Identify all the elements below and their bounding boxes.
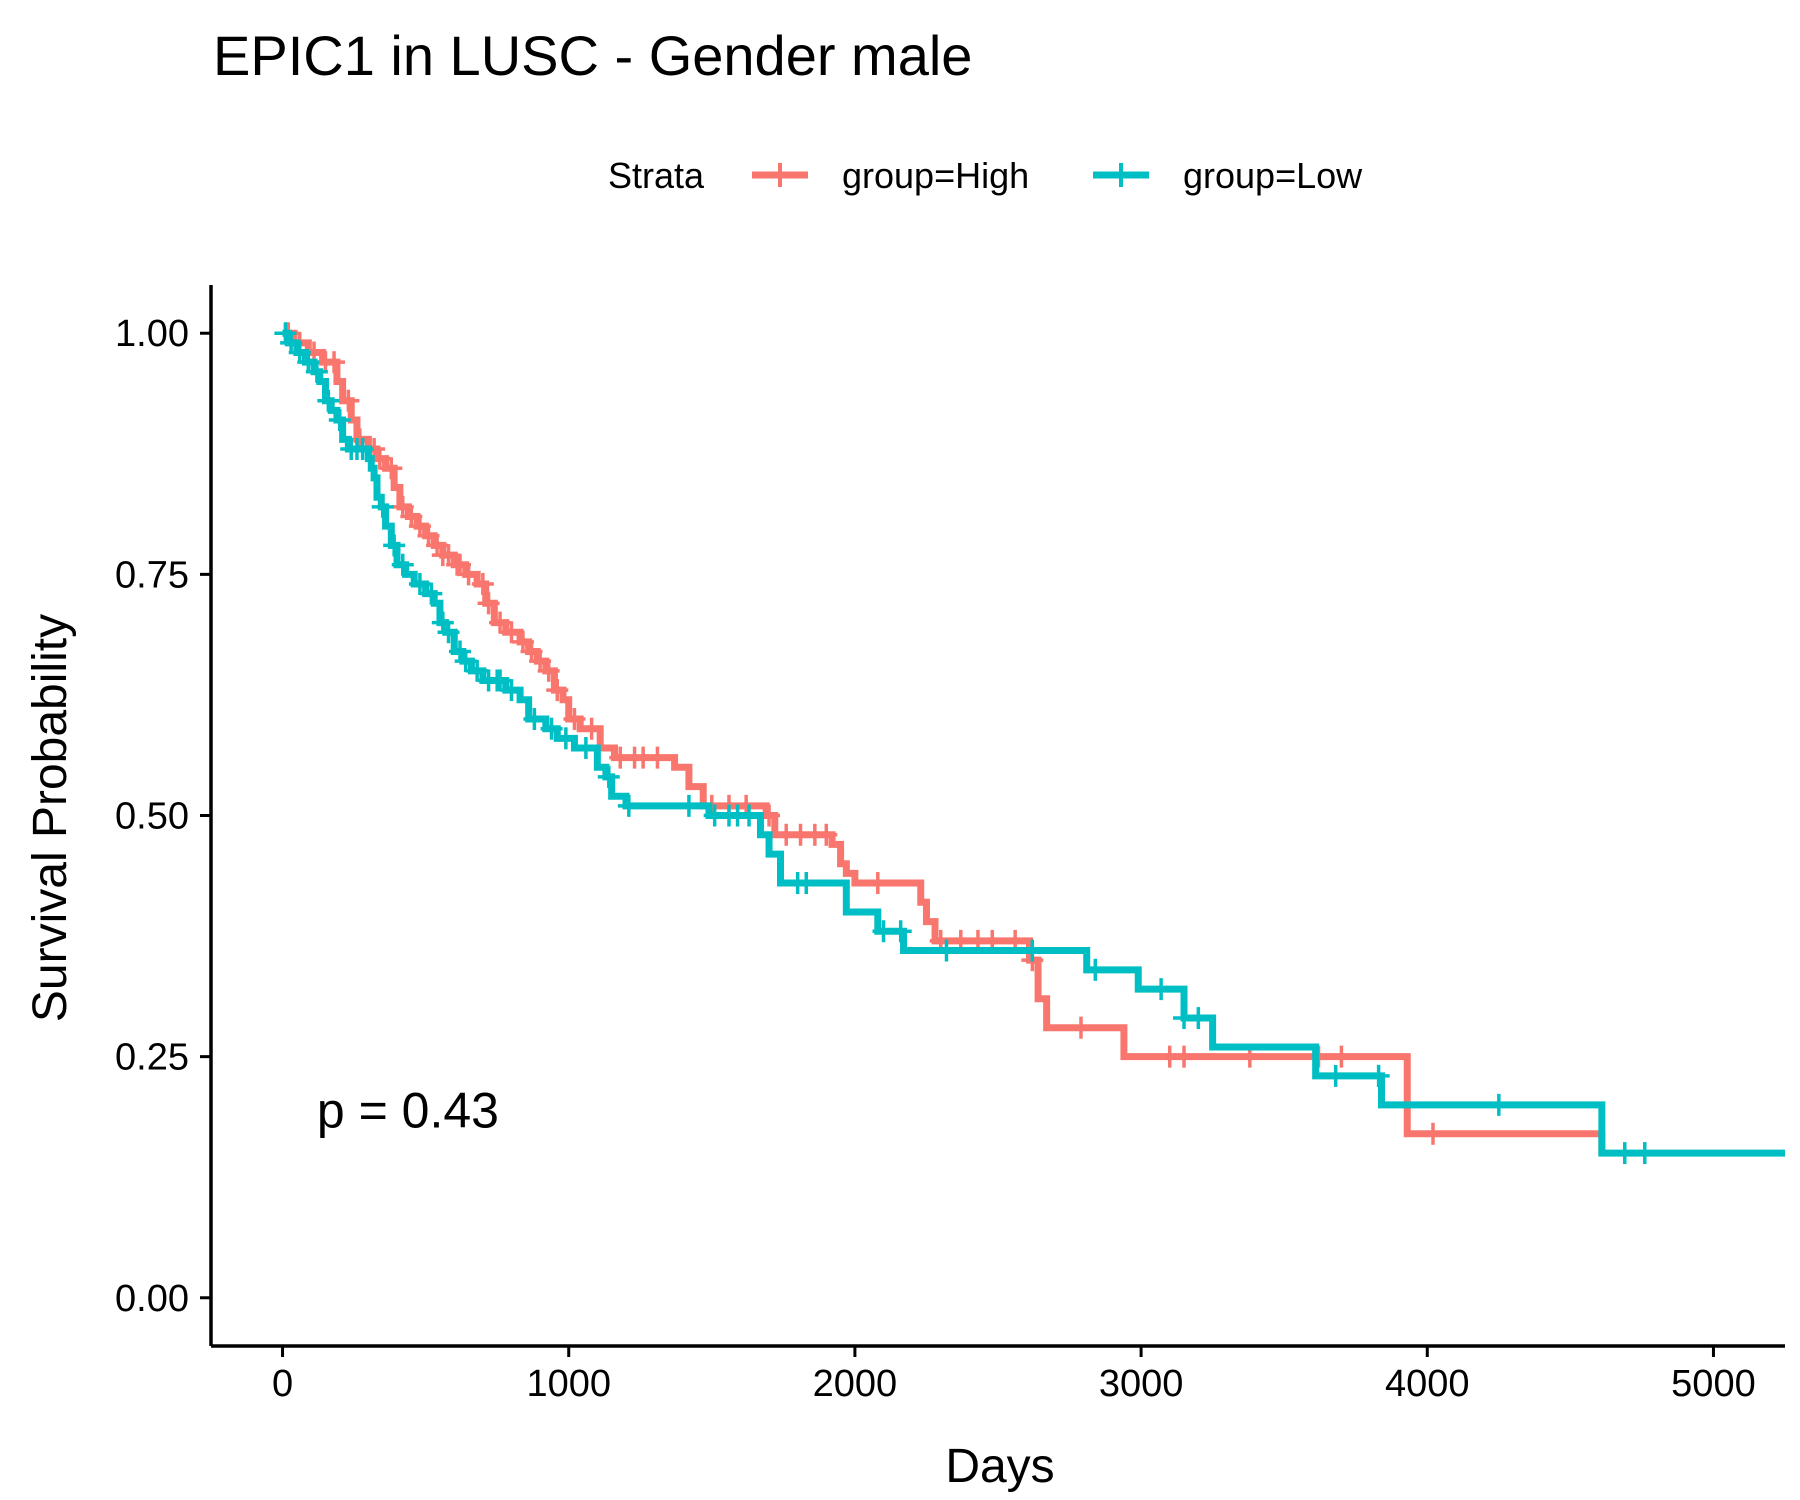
censor-mark xyxy=(471,573,494,596)
censor-mark xyxy=(420,582,443,605)
censor-mark xyxy=(489,669,512,692)
censor-mark xyxy=(795,872,818,895)
x-tick-label: 4000 xyxy=(1385,1363,1470,1405)
y-axis-title: Survival Probability xyxy=(24,614,77,1022)
x-tick-label: 0 xyxy=(272,1363,293,1405)
censor-mark xyxy=(815,823,838,846)
censor-mark xyxy=(597,765,620,788)
legend-label: group=Low xyxy=(1183,155,1363,196)
censor-mark xyxy=(328,409,351,432)
censor-mark xyxy=(391,553,414,576)
p-value-annotation: p = 0.43 xyxy=(317,1083,499,1139)
censor-mark xyxy=(1633,1142,1656,1165)
censor-mark xyxy=(1487,1093,1510,1116)
censor-mark xyxy=(889,920,912,943)
censor-mark xyxy=(477,592,500,615)
censor-mark xyxy=(1150,978,1173,1001)
y-tick-label: 0.50 xyxy=(115,796,189,838)
x-axis-title: Days xyxy=(945,1440,1054,1493)
legend-label: group=High xyxy=(842,155,1029,196)
y-tick-label: 0.25 xyxy=(115,1037,189,1079)
censor-mark xyxy=(437,621,460,644)
censor-mark xyxy=(617,794,640,817)
legend-entry-high: group=High xyxy=(752,155,1029,196)
censor-mark xyxy=(574,736,597,759)
series-low xyxy=(274,322,1785,1165)
y-axis: 0.00 0.25 0.50 0.75 1.00 xyxy=(115,285,213,1346)
censor-mark xyxy=(1421,1122,1444,1145)
x-tick-label: 2000 xyxy=(813,1363,898,1405)
legend-entry-low: group=Low xyxy=(1093,155,1363,196)
censor-mark xyxy=(323,351,346,374)
censor-mark xyxy=(580,717,603,740)
censor-mark xyxy=(454,650,477,673)
censor-mark xyxy=(677,794,700,817)
censor-mark xyxy=(500,621,523,644)
censor-mark xyxy=(383,534,406,557)
censor-mark xyxy=(337,389,360,412)
x-axis: 0 1000 2000 3000 4000 5000 xyxy=(211,1344,1785,1405)
y-tick-label: 1.00 xyxy=(115,313,189,355)
censor-mark xyxy=(317,389,340,412)
legend-title: Strata xyxy=(608,155,705,196)
censor-mark xyxy=(466,659,489,682)
censor-mark xyxy=(1367,1064,1390,1087)
censor-mark xyxy=(408,573,431,596)
censor-mark xyxy=(523,708,546,731)
censor-mark xyxy=(546,679,569,702)
censor-mark xyxy=(1069,1016,1092,1039)
survival-curve xyxy=(282,329,1606,1154)
x-tick-label: 3000 xyxy=(1099,1363,1184,1405)
censor-mark xyxy=(537,659,560,682)
censor-mark xyxy=(1173,1045,1196,1068)
legend: Strata group=High group=Low xyxy=(608,155,1363,196)
censor-mark xyxy=(500,679,523,702)
censor-mark xyxy=(1084,958,1107,981)
censor-mark xyxy=(646,746,669,769)
censor-mark xyxy=(540,717,563,740)
censor-mark xyxy=(935,939,958,962)
censor-mark xyxy=(489,611,512,634)
censor-mark xyxy=(1187,1007,1210,1030)
y-tick-label: 0.00 xyxy=(115,1278,189,1320)
censor-mark xyxy=(866,872,889,895)
censor-mark xyxy=(1324,1064,1347,1087)
censor-mark xyxy=(563,708,586,731)
censor-mark xyxy=(351,437,374,460)
x-tick-label: 1000 xyxy=(526,1363,611,1405)
x-tick-label: 5000 xyxy=(1671,1363,1756,1405)
series-high xyxy=(277,322,1606,1154)
censor-mark xyxy=(1613,1142,1636,1165)
censor-mark xyxy=(738,804,761,827)
survival-curve xyxy=(282,329,1785,1157)
censor-mark xyxy=(305,360,328,383)
plot-area xyxy=(274,322,1785,1165)
censor-mark xyxy=(554,727,577,750)
y-tick-label: 0.75 xyxy=(115,554,189,596)
chart-title: EPIC1 in LUSC - Gender male xyxy=(213,24,972,87)
censor-mark xyxy=(1330,1045,1353,1068)
censor-mark xyxy=(1021,939,1044,962)
censor-mark xyxy=(457,563,480,586)
censor-mark xyxy=(380,457,403,480)
censor-mark xyxy=(371,495,394,518)
